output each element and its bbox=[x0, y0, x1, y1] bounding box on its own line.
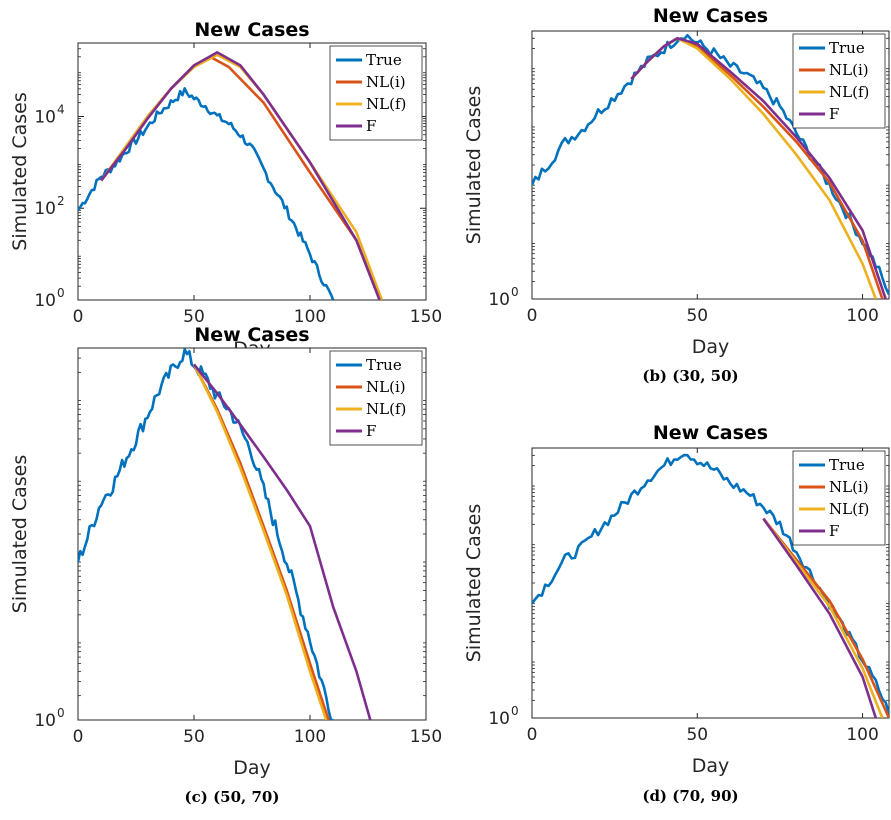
legend-entry: NL(f) bbox=[829, 83, 869, 101]
legend-entry: True bbox=[829, 39, 865, 57]
x-tick-label: 0 bbox=[527, 306, 538, 326]
legend-entry: F bbox=[829, 105, 839, 123]
y-tick-label: 10 bbox=[34, 107, 56, 127]
y-tick-exponent: 0 bbox=[511, 285, 519, 299]
legend-entry: NL(f) bbox=[829, 500, 869, 518]
legend-entry: True bbox=[366, 356, 402, 374]
y-tick-exponent: 4 bbox=[57, 102, 65, 116]
series-line-f bbox=[100, 51, 381, 300]
legend-entry: NL(i) bbox=[829, 478, 869, 496]
legend-entry: F bbox=[366, 117, 376, 135]
series-line-f bbox=[762, 517, 878, 718]
legend-entry: True bbox=[366, 51, 402, 69]
x-tick-label: 0 bbox=[73, 727, 84, 747]
x-tick-label: 100 bbox=[846, 725, 878, 745]
x-tick-label: 0 bbox=[527, 725, 538, 745]
x-axis-label: Day bbox=[692, 755, 730, 777]
y-tick-exponent: 0 bbox=[511, 704, 519, 718]
panel-caption: (b) (30, 50) bbox=[642, 367, 738, 385]
chart-title: New Cases bbox=[194, 19, 309, 41]
series-line-true bbox=[78, 348, 334, 720]
legend-entry: NL(f) bbox=[366, 400, 406, 418]
y-axis-label: Simulated Cases bbox=[463, 86, 485, 244]
x-tick-label: 0 bbox=[73, 307, 84, 327]
legend bbox=[792, 33, 886, 129]
x-tick-label: 100 bbox=[294, 307, 326, 327]
y-tick-exponent: 0 bbox=[57, 286, 65, 300]
y-axis-label: Simulated Cases bbox=[463, 504, 485, 662]
x-tick-label: 50 bbox=[686, 725, 708, 745]
legend-entry: F bbox=[829, 522, 839, 540]
y-axis-label: Simulated Cases bbox=[9, 455, 31, 613]
x-tick-label: 100 bbox=[846, 306, 878, 326]
y-tick-exponent: 2 bbox=[57, 194, 65, 208]
chart-title: New Cases bbox=[653, 422, 768, 444]
panel-caption: (c) (50, 70) bbox=[185, 788, 280, 806]
legend bbox=[329, 45, 423, 141]
legend-entry: F bbox=[366, 422, 376, 440]
legend-entry: NL(i) bbox=[366, 378, 406, 396]
legend-entry: NL(i) bbox=[366, 73, 406, 91]
x-tick-label: 50 bbox=[686, 306, 708, 326]
chart-title: New Cases bbox=[653, 5, 768, 27]
y-tick-label: 10 bbox=[34, 291, 56, 311]
series-line-true bbox=[78, 87, 335, 300]
legend-entry: NL(f) bbox=[366, 95, 406, 113]
series-line-nlf bbox=[192, 363, 328, 720]
series-line-f bbox=[630, 37, 887, 299]
x-tick-label: 100 bbox=[294, 727, 326, 747]
legend bbox=[792, 450, 886, 546]
x-tick-label: 150 bbox=[410, 727, 442, 747]
x-axis-label: Day bbox=[233, 757, 271, 779]
x-axis-label: Day bbox=[692, 336, 730, 358]
series-line-f bbox=[192, 363, 372, 720]
x-tick-label: 50 bbox=[183, 727, 205, 747]
legend-entry: NL(i) bbox=[829, 61, 869, 79]
panel-caption: (d) (70, 90) bbox=[642, 787, 738, 805]
x-tick-label: 50 bbox=[183, 307, 205, 327]
legend-entry: True bbox=[829, 456, 865, 474]
y-tick-label: 10 bbox=[488, 709, 510, 729]
y-tick-label: 10 bbox=[488, 290, 510, 310]
legend bbox=[329, 350, 423, 446]
x-tick-label: 150 bbox=[410, 307, 442, 327]
y-tick-label: 10 bbox=[34, 711, 56, 731]
y-tick-label: 10 bbox=[34, 199, 56, 219]
chart-title: New Cases bbox=[194, 324, 309, 346]
y-tick-exponent: 0 bbox=[57, 706, 65, 720]
y-axis-label: Simulated Cases bbox=[9, 92, 31, 250]
